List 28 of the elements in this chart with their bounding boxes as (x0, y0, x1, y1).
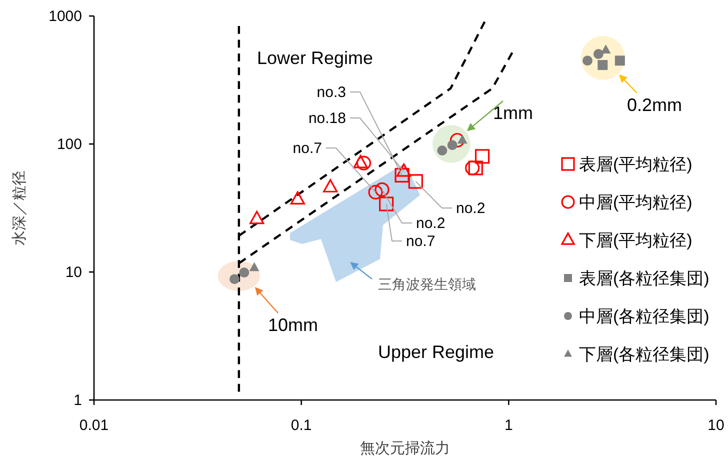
y-axis-title: 水深／粒径 (11, 170, 28, 246)
y-tick-label: 100 (56, 136, 82, 153)
legend-label: 表層(各粒径集団) (579, 269, 710, 288)
x-tick-label: 10 (708, 417, 724, 434)
annotation: no.3 (316, 84, 346, 101)
annotation: 三角波発生領域 (378, 276, 476, 292)
annotation: no.2 (416, 215, 446, 232)
annotation: no.18 (308, 110, 346, 127)
annotation: 0.2mm (627, 95, 682, 115)
x-axis-title: 無次元掃流力 (360, 440, 450, 457)
annotation: no.7 (292, 140, 322, 157)
x-tick-label: 0.1 (290, 417, 312, 434)
legend-label: 下層(平均粒径) (579, 231, 692, 250)
legend-label: 表層(平均粒径) (579, 155, 692, 174)
legend-label: 中層(平均粒径) (579, 193, 692, 212)
annotation: no.2 (456, 200, 486, 217)
annotation: 10mm (268, 315, 318, 335)
y-tick-label: 1 (74, 392, 82, 409)
y-tick-label: 10 (65, 264, 82, 281)
legend-label: 下層(各粒径集団) (579, 345, 710, 364)
x-tick-label: 1 (504, 417, 513, 434)
x-tick-label: 0.01 (79, 417, 109, 434)
annotation: Lower Regime (257, 48, 374, 68)
annotation: Upper Regime (378, 342, 494, 362)
legend-label: 中層(各粒径集団) (579, 307, 710, 326)
annotation: no.7 (406, 233, 436, 250)
y-tick-label: 1000 (48, 8, 82, 25)
annotation: 1mm (493, 103, 533, 123)
